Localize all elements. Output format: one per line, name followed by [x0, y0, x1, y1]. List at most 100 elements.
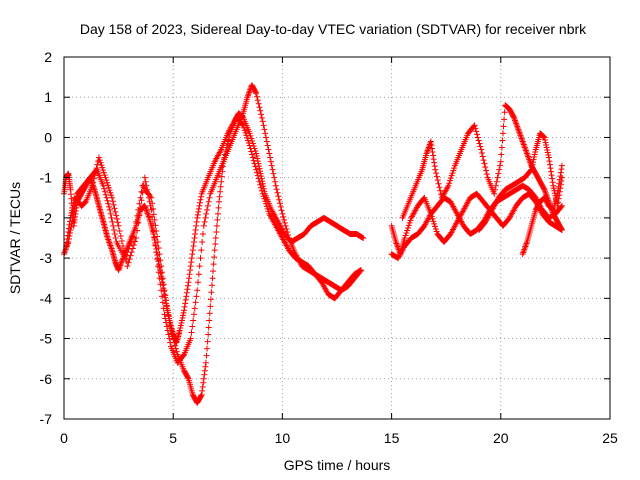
data-point [427, 138, 434, 145]
data-point [167, 322, 174, 329]
data-point [156, 251, 163, 258]
data-point [206, 310, 213, 317]
data-point [266, 150, 273, 157]
data-point [146, 198, 153, 205]
data-point [104, 182, 111, 189]
data-point [360, 235, 367, 241]
x-tick-label: 0 [60, 430, 68, 446]
data-point [212, 241, 219, 248]
data-point [274, 189, 281, 196]
data-point [471, 122, 478, 129]
data-point [473, 128, 480, 135]
data-point [128, 249, 135, 256]
data-point [530, 156, 537, 163]
data-point [482, 164, 489, 171]
data-point [532, 149, 539, 156]
data-point [245, 137, 252, 144]
data-point [278, 207, 285, 214]
data-point [242, 129, 249, 136]
data-point [155, 269, 162, 276]
data-point [194, 211, 201, 218]
data-point [183, 293, 190, 300]
x-tick-label: 10 [275, 430, 291, 446]
data-point [450, 167, 457, 174]
data-point [255, 175, 262, 182]
data-point [434, 177, 441, 184]
data-point [141, 174, 148, 181]
data-point [196, 202, 203, 209]
data-point [499, 130, 506, 137]
data-point [432, 166, 439, 173]
data-point [153, 249, 160, 256]
data-point [100, 182, 107, 189]
data-point [92, 168, 99, 175]
data-point [140, 182, 147, 189]
data-point [431, 220, 438, 227]
data-point [170, 336, 177, 343]
data-point [472, 125, 479, 132]
series-track-8 [519, 162, 565, 258]
data-point [130, 230, 137, 237]
data-point [501, 116, 508, 123]
data-point [96, 157, 103, 164]
data-point [252, 89, 259, 96]
data-point [556, 180, 563, 187]
data-point [261, 195, 268, 202]
data-point [145, 190, 152, 197]
data-point [168, 330, 175, 337]
data-point [480, 157, 487, 164]
data-point [197, 255, 204, 262]
data-point [250, 157, 257, 164]
data-point [143, 182, 150, 189]
data-point [540, 133, 547, 140]
data-point [160, 305, 167, 312]
data-point [68, 209, 75, 216]
data-point [199, 383, 206, 390]
data-point [260, 193, 267, 200]
data-point [195, 208, 202, 215]
data-point [169, 333, 176, 340]
data-point [210, 268, 217, 275]
data-point [89, 182, 96, 189]
data-point [165, 331, 172, 338]
data-point [243, 132, 250, 139]
data-point [81, 199, 88, 206]
data-point [199, 230, 206, 237]
data-point [494, 174, 501, 181]
data-point [257, 107, 264, 114]
data-point [546, 158, 553, 165]
data-point [177, 322, 184, 329]
data-point [267, 154, 274, 161]
data-point [192, 226, 199, 233]
data-point [177, 324, 184, 331]
data-point [431, 159, 438, 166]
data-point [199, 387, 206, 394]
data-point [432, 225, 439, 232]
data-point [246, 130, 253, 137]
data-point [191, 235, 198, 241]
data-point [129, 245, 136, 252]
data-point [241, 127, 248, 134]
series-track-1 [61, 110, 367, 346]
data-point [215, 204, 222, 211]
data-point [255, 163, 262, 170]
data-point [404, 224, 411, 231]
data-point [276, 196, 283, 203]
y-tick-label: -7 [40, 411, 53, 427]
data-point [205, 324, 212, 331]
data-point [208, 289, 215, 296]
data-point [405, 222, 412, 229]
data-point [202, 214, 209, 221]
data-point [113, 215, 120, 222]
data-point [492, 182, 499, 189]
data-point [281, 216, 288, 223]
data-point [475, 137, 482, 144]
data-point [431, 163, 438, 170]
data-point [82, 199, 89, 206]
data-point [429, 215, 436, 222]
x-tick-label: 20 [493, 430, 509, 446]
data-point [110, 226, 117, 233]
data-point [180, 309, 187, 316]
data-point [157, 281, 164, 288]
